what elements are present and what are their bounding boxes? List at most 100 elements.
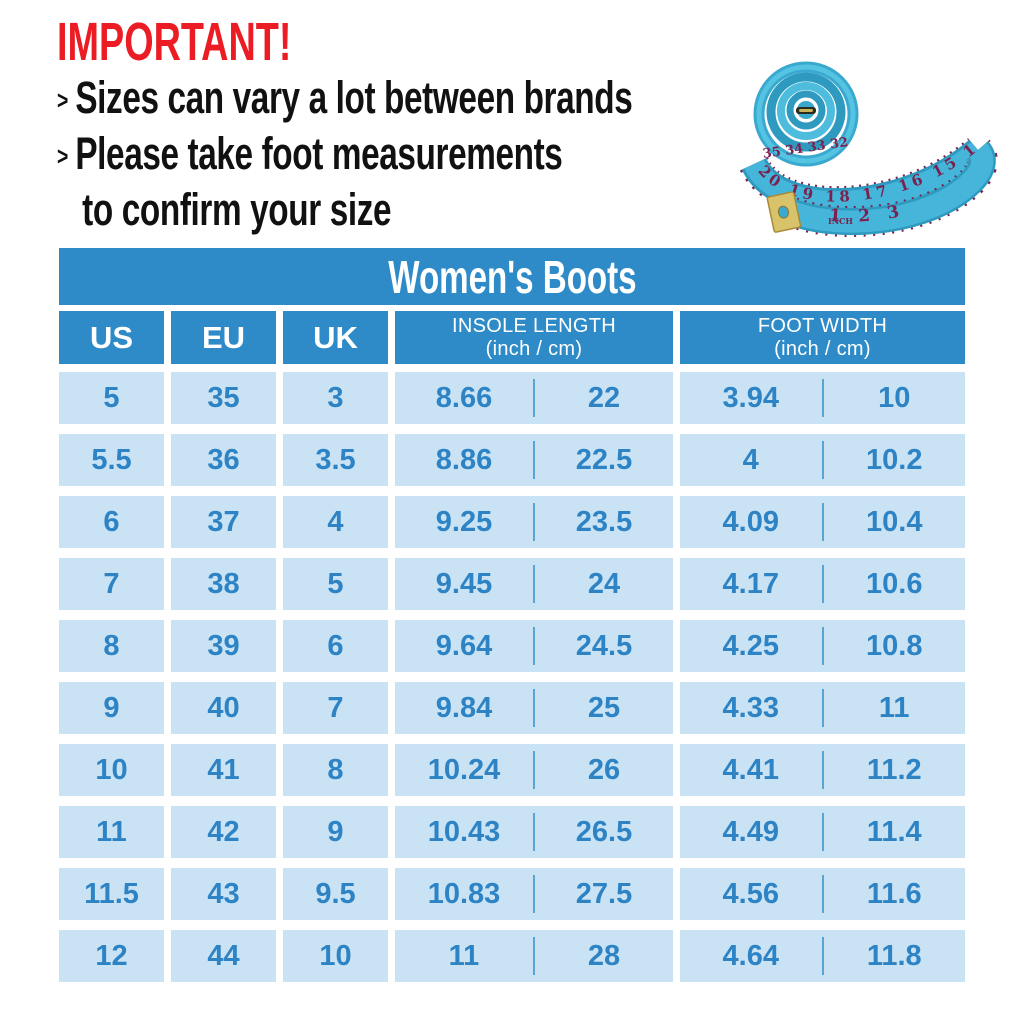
tape-coil: 35 34 33 32: [753, 61, 859, 167]
bullet-arrow-icon: >: [57, 141, 68, 172]
cell-insole: 10.43 26.5: [395, 806, 673, 858]
cell-insole: 9.84 25: [395, 682, 673, 734]
divider: [821, 503, 824, 541]
cell-eu: 37: [171, 496, 276, 548]
table-header-row: US EU UK INSOLE LENGTH (inch / cm) FOOT …: [59, 311, 965, 364]
header-uk: UK: [283, 311, 388, 364]
tape-front-band: 1 2 3 INCH: [786, 139, 998, 238]
cell-insole: 9.25 23.5: [395, 496, 673, 548]
cell-footwidth: 4.49 11.4: [680, 806, 965, 858]
cell-eu: 38: [171, 558, 276, 610]
divider: [821, 689, 824, 727]
cell-footwidth: 4.41 11.2: [680, 744, 965, 796]
table-title-bar: Women's Boots: [59, 248, 965, 305]
table-row: 5.5 36 3.5 8.86 22.5 4 10.2: [59, 434, 965, 486]
bullet-line-1: > Sizes can vary a lot between brands: [57, 70, 835, 126]
divider: [821, 441, 824, 479]
intro-block: IMPORTANT! > Sizes can vary a lot between…: [57, 14, 835, 238]
cell-insole: 8.86 22.5: [395, 434, 673, 486]
cell-eu: 44: [171, 930, 276, 982]
cell-insole: 10.24 26: [395, 744, 673, 796]
cell-footwidth: 4 10.2: [680, 434, 965, 486]
divider: [821, 937, 824, 975]
divider: [533, 379, 535, 417]
cell-uk: 3.5: [283, 434, 388, 486]
cell-us: 10: [59, 744, 164, 796]
table-title: Women's Boots: [387, 250, 637, 303]
cell-uk: 9.5: [283, 868, 388, 920]
bullet-text: Please take foot measurements: [75, 128, 563, 179]
cell-us: 7: [59, 558, 164, 610]
cell-eu: 39: [171, 620, 276, 672]
table-row: 11.5 43 9.5 10.83 27.5 4.56 11.6: [59, 868, 965, 920]
divider: [533, 937, 535, 975]
size-table: Women's Boots US EU UK INSOLE LENGTH (in…: [59, 248, 965, 992]
cell-uk: 4: [283, 496, 388, 548]
divider: [821, 565, 824, 603]
divider: [533, 503, 535, 541]
cell-uk: 8: [283, 744, 388, 796]
header-eu: EU: [171, 311, 276, 364]
cell-uk: 5: [283, 558, 388, 610]
divider: [533, 627, 535, 665]
cell-insole: 10.83 27.5: [395, 868, 673, 920]
cell-eu: 40: [171, 682, 276, 734]
cell-us: 9: [59, 682, 164, 734]
cell-uk: 10: [283, 930, 388, 982]
cell-insole: 9.64 24.5: [395, 620, 673, 672]
cell-insole: 11 28: [395, 930, 673, 982]
cell-us: 5.5: [59, 434, 164, 486]
tape-inch-label: INCH: [828, 216, 853, 226]
bullet-line-3: to confirm your size: [57, 182, 835, 238]
divider: [821, 379, 824, 417]
table-row: 7 38 5 9.45 24 4.17 10.6: [59, 558, 965, 610]
cell-insole: 8.66 22: [395, 372, 673, 424]
divider: [821, 627, 824, 665]
header-foot-width: FOOT WIDTH (inch / cm): [680, 311, 965, 364]
cell-footwidth: 4.25 10.8: [680, 620, 965, 672]
cell-us: 12: [59, 930, 164, 982]
cell-us: 6: [59, 496, 164, 548]
header-insole-length: INSOLE LENGTH (inch / cm): [395, 311, 673, 364]
cell-uk: 3: [283, 372, 388, 424]
cell-us: 5: [59, 372, 164, 424]
divider: [821, 751, 824, 789]
cell-eu: 35: [171, 372, 276, 424]
cell-footwidth: 4.09 10.4: [680, 496, 965, 548]
divider: [533, 565, 535, 603]
table-row: 9 40 7 9.84 25 4.33 11: [59, 682, 965, 734]
header-us: US: [59, 311, 164, 364]
cell-footwidth: 4.64 11.8: [680, 930, 965, 982]
cell-footwidth: 4.56 11.6: [680, 868, 965, 920]
cell-us: 8: [59, 620, 164, 672]
cell-us: 11: [59, 806, 164, 858]
tape-end-tab: [766, 191, 802, 233]
cell-footwidth: 4.33 11: [680, 682, 965, 734]
bullet-text: Sizes can vary a lot between brands: [75, 72, 633, 123]
cell-eu: 36: [171, 434, 276, 486]
cell-insole: 9.45 24: [395, 558, 673, 610]
cell-us: 11.5: [59, 868, 164, 920]
divider: [533, 689, 535, 727]
divider: [533, 875, 535, 913]
tape-measure-illustration: 35 34 33 32 20 19 18 17 16 15 14 13 12: [681, 38, 1010, 242]
divider: [821, 813, 824, 851]
bullet-text: to confirm your size: [82, 184, 392, 235]
cell-uk: 9: [283, 806, 388, 858]
table-row: 10 41 8 10.24 26 4.41 11.2: [59, 744, 965, 796]
divider: [533, 813, 535, 851]
important-heading: IMPORTANT!: [57, 12, 292, 72]
divider: [533, 441, 535, 479]
cell-uk: 6: [283, 620, 388, 672]
table-row: 12 44 10 11 28 4.64 11.8: [59, 930, 965, 982]
cell-footwidth: 4.17 10.6: [680, 558, 965, 610]
cell-eu: 41: [171, 744, 276, 796]
table-row: 11 42 9 10.43 26.5 4.49 11.4: [59, 806, 965, 858]
bullet-line-2: > Please take foot measurements: [57, 126, 835, 182]
cell-footwidth: 3.94 10: [680, 372, 965, 424]
bullet-arrow-icon: >: [57, 85, 68, 116]
table-row: 5 35 3 8.66 22 3.94 10: [59, 372, 965, 424]
cell-eu: 43: [171, 868, 276, 920]
table-row: 8 39 6 9.64 24.5 4.25 10.8: [59, 620, 965, 672]
